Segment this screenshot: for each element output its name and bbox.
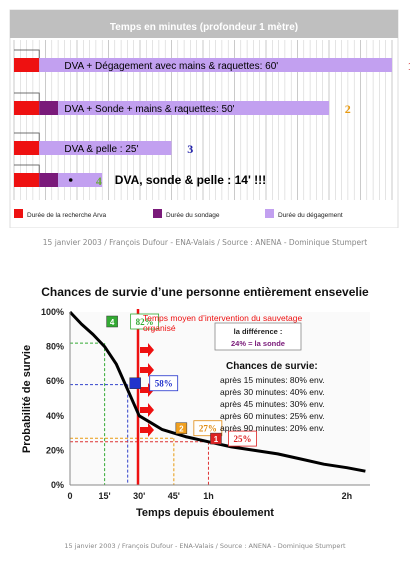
clearing-segment [39, 141, 172, 155]
marker-value-box [228, 430, 257, 447]
marker-value: 82% [136, 317, 154, 327]
marker-number: 4 [110, 318, 115, 327]
clearing-segment [58, 101, 329, 115]
intervention-note: Temps moyen d’intervention du sauvetage … [143, 313, 305, 333]
probing-segment [39, 173, 59, 187]
survival-chart: Chances de survie d’une personne entière… [21, 285, 370, 519]
probing-segment [39, 101, 59, 115]
survival-curve [68, 310, 366, 473]
marker-value-box [130, 313, 160, 330]
chance-item: après 15 minutes: 80% env. [220, 375, 325, 385]
y-tick-label: 80% [46, 342, 64, 352]
row4-dot [68, 178, 73, 182]
x-tick-label: 45' [168, 491, 180, 501]
marker-value-box [149, 375, 179, 392]
intervention-arrow [140, 363, 154, 377]
chances-panel: Chances de survie: après 15 minutes: 80%… [220, 361, 325, 433]
x-axis-label: Temps depuis éboulement [136, 507, 274, 519]
marker-guides [70, 342, 209, 485]
chance-item: après 60 minutes: 25% env. [220, 411, 325, 421]
search-segment [14, 58, 40, 72]
legend-label-probing: Durée du sondage [166, 212, 220, 219]
legend-label-search: Durée de la recherche Arva [27, 212, 107, 219]
axis-ticks: 0 15' 30' 45' 1h 2h 0% 20% 40% 60% 80% 100% [41, 307, 352, 501]
search-segment [14, 141, 40, 155]
x-tick-label: 2h [342, 491, 353, 501]
bar-number: 2 [345, 102, 351, 116]
chances-title: Chances de survie: [226, 361, 318, 372]
y-tick-label: 20% [46, 445, 64, 455]
top-legend: Durée de la recherche Arva Durée du sond… [14, 209, 343, 219]
marker-number: 2 [179, 425, 184, 434]
intervention-arrow [140, 403, 154, 417]
step-outline [14, 92, 40, 101]
marker-box [175, 422, 188, 434]
step-outline [14, 164, 40, 173]
top-chart-frame [9, 9, 399, 228]
marker-box [129, 377, 141, 389]
step-outline [14, 132, 40, 141]
top-chart-header-bar [10, 10, 398, 38]
clearing-segment [39, 58, 392, 72]
legend-swatch-search [14, 209, 23, 218]
marker-value: 58% [155, 379, 173, 389]
legend-label-clearing: Durée du dégagement [278, 212, 343, 219]
bar-label: DVA, sonde & pelle : 14' !!! [115, 173, 266, 187]
top-credit: 15 janvier 2003 / François Dufour - ENA-… [42, 238, 368, 247]
marker-number: 1 [214, 435, 219, 444]
search-segment [14, 101, 40, 115]
bar-label: DVA + Sonde + mains & raquettes: 50' [64, 104, 234, 115]
x-tick-label: 1h [203, 491, 214, 501]
x-tick-label: 0 [67, 491, 72, 501]
difference-box-frame [214, 322, 302, 351]
marker-value: 25% [233, 434, 251, 444]
bar-label: DVA & pelle : 25' [64, 144, 138, 155]
step-outline [14, 49, 40, 58]
search-segment [14, 173, 40, 187]
chart-markers: 4 82% 58% 2 27%1 25% [106, 313, 257, 447]
top-duration-chart: Temps en minutes (profondeur 1 mètre) DV… [9, 9, 410, 228]
top-chart-title: Temps en minutes (profondeur 1 mètre) [110, 22, 298, 33]
clearing-segment [58, 173, 103, 187]
x-tick-label: 15' [99, 491, 111, 501]
bar-number: 4 [96, 174, 102, 188]
marker-box [210, 432, 222, 445]
chance-item: après 45 minutes: 30% env. [220, 399, 325, 409]
y-tick-label: 60% [46, 376, 64, 386]
intervention-arrow [140, 343, 154, 357]
bar-label: DVA + Dégagement avec mains & raquettes:… [64, 61, 278, 72]
difference-value: 24% = la sonde [231, 339, 285, 348]
marker-box [106, 315, 118, 328]
y-tick-label: 0% [51, 480, 64, 490]
x-tick-label: 30' [133, 491, 145, 501]
bar-number: 3 [187, 142, 193, 156]
legend-swatch-probing [153, 209, 162, 218]
bottom-credit: 15 janvier 2003 / François Dufour - ENA-… [64, 542, 346, 550]
intervention-arrow [140, 423, 154, 437]
y-axis-label: Probabilité de survie [21, 345, 33, 453]
chance-item: après 90 minutes: 20% env. [220, 423, 325, 433]
intervention-note-text: Temps moyen d’intervention du sauvetage … [143, 313, 305, 333]
survival-chart-title: Chances de survie d’une personne entière… [41, 285, 369, 299]
y-tick-label: 100% [41, 307, 64, 317]
chance-item: après 30 minutes: 40% env. [220, 387, 325, 397]
difference-box: la différence : 24% = la sonde [214, 322, 302, 351]
top-chart-bars: DVA + Dégagement avec mains & raquettes:… [14, 49, 410, 188]
difference-label: la différence : [234, 327, 283, 336]
marker-value-box [193, 420, 223, 437]
marker-value: 27% [199, 424, 217, 434]
bar-number: 1 [408, 59, 410, 73]
legend-swatch-clearing [265, 209, 274, 218]
y-tick-label: 40% [46, 411, 64, 421]
